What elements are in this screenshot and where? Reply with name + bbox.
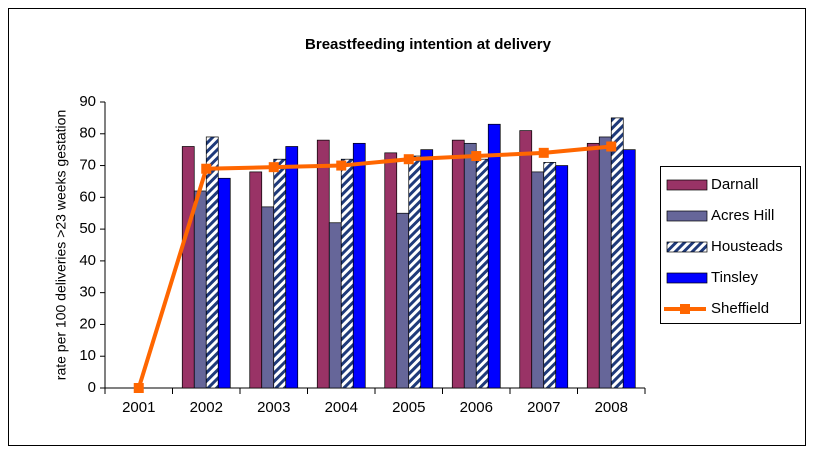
x-tick-label: 2005 — [392, 399, 425, 416]
y-axis-label: rate per 100 deliveries >23 weeks gestat… — [53, 110, 69, 380]
bar — [396, 212, 410, 389]
line-marker — [336, 160, 347, 171]
y-tick-label: 60 — [79, 188, 96, 205]
y-tick-label: 30 — [79, 284, 96, 301]
bar — [261, 206, 275, 389]
x-tick-label: 2006 — [460, 399, 493, 416]
legend-swatch — [666, 179, 708, 191]
bar — [622, 149, 636, 389]
bar — [408, 155, 422, 389]
chart-title: Breastfeeding intention at delivery — [305, 36, 552, 53]
bar — [598, 136, 612, 389]
bar — [463, 142, 477, 389]
y-tick-label: 70 — [79, 157, 96, 174]
bar — [543, 162, 557, 389]
legend-swatch — [666, 241, 708, 253]
bar — [340, 158, 354, 389]
bar — [420, 149, 434, 389]
bar — [285, 146, 299, 389]
legend-label: Sheffield — [711, 300, 769, 317]
y-tick-label: 50 — [79, 220, 96, 237]
y-tick-label: 20 — [79, 315, 96, 332]
y-tick-label: 80 — [79, 125, 96, 142]
bar — [273, 158, 287, 389]
y-tick-label: 0 — [88, 379, 96, 396]
bar — [519, 130, 533, 389]
line-marker — [538, 147, 549, 158]
line — [136, 144, 612, 389]
bar — [487, 123, 501, 389]
x-tick-label: 2004 — [325, 399, 358, 416]
bar — [555, 165, 569, 389]
legend-label: Acres Hill — [711, 207, 774, 224]
line-marker — [133, 383, 144, 393]
bar — [217, 177, 231, 389]
line-marker — [403, 154, 414, 165]
bar — [193, 190, 207, 389]
bar — [451, 139, 465, 389]
x-tick-label: 2003 — [257, 399, 290, 416]
bar — [316, 139, 330, 389]
line-marker — [606, 141, 617, 152]
line-marker — [201, 163, 212, 174]
y-tick-label: 10 — [79, 347, 96, 364]
bar — [352, 142, 366, 389]
x-tick-label: 2008 — [595, 399, 628, 416]
legend-marker — [680, 304, 690, 314]
legend-swatch — [666, 272, 708, 284]
legend-label: Housteads — [711, 238, 783, 255]
x-tick-label: 2002 — [190, 399, 223, 416]
bar — [531, 171, 545, 389]
legend-label: Darnall — [711, 176, 759, 193]
bar — [475, 158, 489, 389]
bar — [181, 146, 195, 389]
y-tick-label: 40 — [79, 252, 96, 269]
y-tick-label: 90 — [79, 93, 96, 110]
x-tick-label: 2007 — [527, 399, 560, 416]
bar — [249, 171, 263, 389]
legend-swatch — [666, 210, 708, 222]
bar — [205, 136, 219, 389]
bar — [384, 152, 398, 389]
line-marker — [471, 151, 482, 162]
bar — [586, 142, 600, 389]
legend-label: Tinsley — [711, 269, 758, 286]
bar — [610, 117, 624, 389]
bar — [328, 222, 342, 389]
line-marker — [268, 162, 279, 173]
x-tick-label: 2001 — [122, 399, 155, 416]
